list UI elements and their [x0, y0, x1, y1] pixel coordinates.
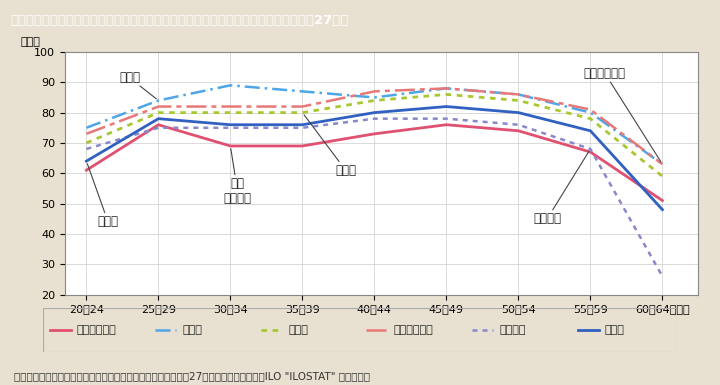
Text: （％）: （％） [20, 37, 40, 47]
Text: ドイツ: ドイツ [87, 164, 119, 228]
Text: （備考）日本は，総務省「国勢調査（抽出速報集計）」（平成27年），その他の国は，ILO "ILOSTAT" より作成。: （備考）日本は，総務省「国勢調査（抽出速報集計）」（平成27年），その他の国は，… [14, 371, 370, 381]
Text: スウェーデン: スウェーデン [584, 67, 661, 162]
Text: 福井県: 福井県 [119, 71, 156, 99]
Text: 福井県: 福井県 [183, 325, 202, 335]
Text: 日本（全国）: 日本（全国） [77, 325, 117, 335]
Text: 日本
（全国）: 日本 （全国） [224, 149, 251, 206]
Text: フランス: フランス [500, 325, 526, 335]
Text: ドイツ: ドイツ [605, 325, 625, 335]
Text: 富山県: 富山県 [288, 325, 308, 335]
Text: 富山県: 富山県 [304, 115, 356, 177]
Text: フランス: フランス [534, 151, 589, 225]
Text: Ｉ－特－５図　欧州各国と福井県・富山県との女性の年齢階級別就業率の比較（平成27年）: Ｉ－特－５図 欧州各国と福井県・富山県との女性の年齢階級別就業率の比較（平成27… [11, 14, 349, 27]
Text: スウェーデン: スウェーデン [394, 325, 433, 335]
